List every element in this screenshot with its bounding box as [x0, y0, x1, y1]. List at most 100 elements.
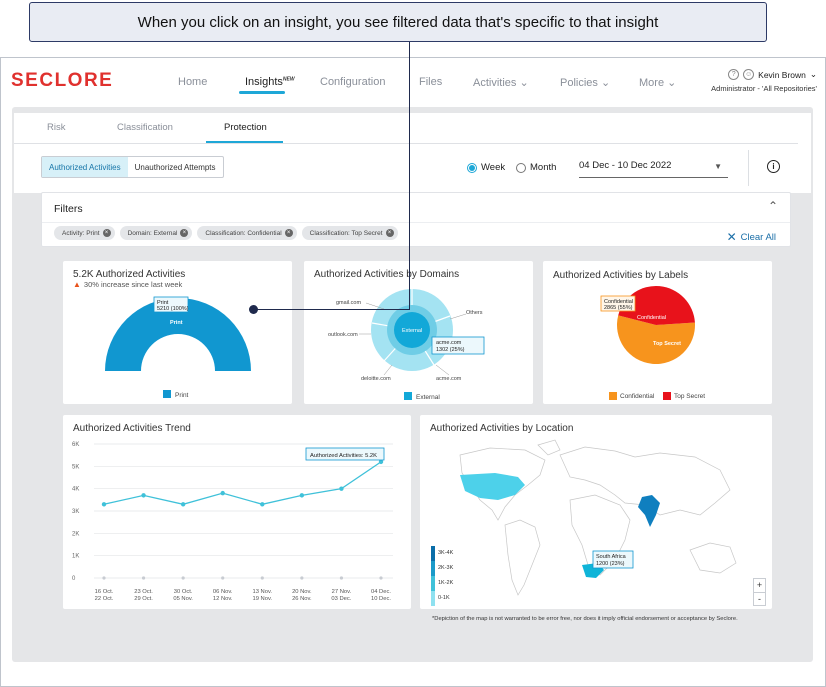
trend-point[interactable]: [220, 490, 225, 496]
legend-swatch: [663, 392, 671, 400]
authorized-activities-card[interactable]: 5.2K Authorized Activities ▲ 30% increas…: [63, 261, 292, 404]
chevron-down-icon[interactable]: ⌄: [809, 69, 817, 79]
user-avatar-icon[interactable]: ☺: [743, 69, 755, 80]
x-tick-label: 05 Nov.: [173, 596, 193, 602]
trend-grid: [94, 443, 393, 579]
legend-label: External: [416, 394, 440, 401]
nav-insights[interactable]: InsightsNEW: [245, 76, 295, 88]
x-tick-label: 27 Nov.: [332, 589, 352, 595]
trend-series-line: [103, 461, 382, 505]
trend-point[interactable]: [101, 502, 107, 507]
nav-home[interactable]: Home: [178, 76, 208, 88]
authorized-activities-button[interactable]: Authorized Activities: [42, 157, 128, 177]
callout-banner: When you click on an insight, you see fi…: [29, 2, 767, 42]
trend-card[interactable]: Authorized Activities Trend 0 1K 2K 3K 4K 5K 6…: [63, 415, 411, 609]
x-tick-label: 12 Nov.: [213, 596, 233, 602]
callout-connector-vertical: [409, 42, 410, 310]
outer-label: gmail.com: [336, 300, 361, 306]
x-axis-tick-mark: [221, 576, 225, 580]
y-tick-label: 1K: [72, 554, 79, 560]
x-tick-label: 22 Oct.: [95, 596, 114, 602]
zoom-out-button[interactable]: -: [758, 593, 761, 604]
trend-line-chart: 0 1K 2K 3K 4K 5K 6K 16 Oct.22 Oct. 23 Oct.29 Oc…: [72, 442, 393, 602]
labels-card[interactable]: Authorized Activities by Labels Confiden…: [543, 261, 772, 404]
map-zoom-controls: + -: [753, 578, 766, 606]
domains-card[interactable]: Authorized Activities by Domains Externa…: [304, 261, 533, 404]
activity-type-toggle: Authorized Activities Unauthorized Attem…: [41, 156, 224, 178]
trend-point[interactable]: [339, 486, 344, 491]
inner-slice-external[interactable]: [394, 312, 430, 348]
nav-policies[interactable]: Policies ⌄: [560, 76, 610, 89]
x-tick-label: 13 Nov.: [253, 589, 273, 595]
donut-slice-print[interactable]: [105, 298, 251, 371]
remove-filter-icon[interactable]: ×: [180, 229, 189, 237]
india-region[interactable]: [638, 495, 660, 527]
trend-point[interactable]: [180, 502, 186, 507]
half-donut-chart: Print 5210 (100%) Print Print: [105, 296, 251, 399]
radio-selected-icon: [467, 162, 477, 173]
nav-more[interactable]: More ⌄: [639, 76, 676, 89]
card-title: Authorized Activities by Labels: [553, 270, 689, 281]
center-label: External: [402, 328, 422, 334]
user-role: Administrator - 'All Repositories': [711, 84, 817, 93]
tooltip-label: Print: [157, 300, 169, 306]
dropdown-caret-icon: ▼: [714, 162, 722, 171]
clear-all-button[interactable]: ✕ Clear All: [727, 230, 776, 244]
top-navigation: SECLORE Home InsightsNEW Configuration F…: [1, 58, 825, 104]
trend-point[interactable]: [141, 493, 146, 498]
y-tick-label: 3K: [72, 509, 79, 515]
slice-label: Top Secret: [653, 341, 681, 347]
tooltip-box: [431, 336, 485, 355]
legend-label: 0-1K: [438, 595, 450, 601]
x-tick-label: 26 Nov.: [292, 596, 312, 602]
usa-region[interactable]: [460, 473, 525, 500]
nav-activities[interactable]: Activities ⌄: [473, 76, 529, 89]
tab-risk[interactable]: Risk: [47, 122, 66, 133]
remove-filter-icon[interactable]: ×: [284, 229, 293, 237]
card-title: Authorized Activities by Domains: [314, 269, 460, 280]
slice-label: Print: [170, 320, 183, 326]
legend-swatch: [404, 392, 412, 400]
trend-point[interactable]: [260, 502, 265, 507]
remove-filter-icon[interactable]: ×: [385, 229, 394, 237]
nav-policies-label: Policies: [560, 77, 598, 89]
nav-files[interactable]: Files: [419, 76, 443, 88]
legend-swatch: [431, 576, 435, 591]
date-range-select[interactable]: 04 Dec - 10 Dec 2022 ▼: [579, 160, 728, 178]
info-icon[interactable]: i: [767, 160, 780, 173]
outer-label: acme.com: [436, 376, 462, 382]
user-menu[interactable]: ? ☺ Kevin Brown ⌄ Administrator - 'All R…: [711, 69, 817, 93]
pie-slice-top-secret[interactable]: [618, 286, 695, 325]
trend-up-icon: ▲: [73, 280, 81, 289]
filter-chip: Classification: Top Secret ×: [301, 226, 398, 240]
chevron-up-icon[interactable]: ⌃: [767, 199, 778, 213]
nav-more-label: More: [639, 77, 665, 89]
card-title: Authorized Activities by Location: [430, 423, 574, 434]
month-radio[interactable]: Month: [516, 162, 556, 173]
callout-anchor-dot: [249, 305, 258, 314]
legend-swatch: [163, 390, 171, 398]
x-tick-label: 20 Nov.: [292, 589, 312, 595]
y-tick-label: 2K: [72, 531, 79, 537]
remove-filter-icon[interactable]: ×: [102, 229, 111, 237]
tab-classification[interactable]: Classification: [117, 122, 173, 133]
legend-label: 2K-3K: [438, 565, 454, 571]
help-icon[interactable]: ?: [728, 69, 740, 80]
y-tick-label: 6K: [72, 442, 79, 448]
user-name: Kevin Brown: [758, 69, 806, 80]
unauthorized-attempts-button[interactable]: Unauthorized Attempts: [134, 162, 216, 172]
seclore-logo: SECLORE: [11, 70, 114, 91]
chevron-down-icon: ⌄: [667, 77, 677, 89]
tooltip-value: 1302 (25%): [436, 347, 465, 353]
pie-slice-confidential[interactable]: [617, 315, 695, 364]
location-card[interactable]: Authorized Activities by Location South …: [420, 415, 772, 609]
zoom-in-button[interactable]: +: [754, 579, 765, 593]
week-radio[interactable]: Week: [467, 162, 505, 173]
trend-point[interactable]: [299, 493, 305, 498]
trend-point[interactable]: [378, 459, 384, 465]
card-title: 5.2K Authorized Activities: [73, 269, 186, 280]
tooltip-label: South Africa: [596, 554, 627, 560]
legend-swatch: [609, 392, 617, 400]
nav-configuration[interactable]: Configuration: [320, 76, 386, 88]
tab-protection[interactable]: Protection: [224, 122, 267, 133]
